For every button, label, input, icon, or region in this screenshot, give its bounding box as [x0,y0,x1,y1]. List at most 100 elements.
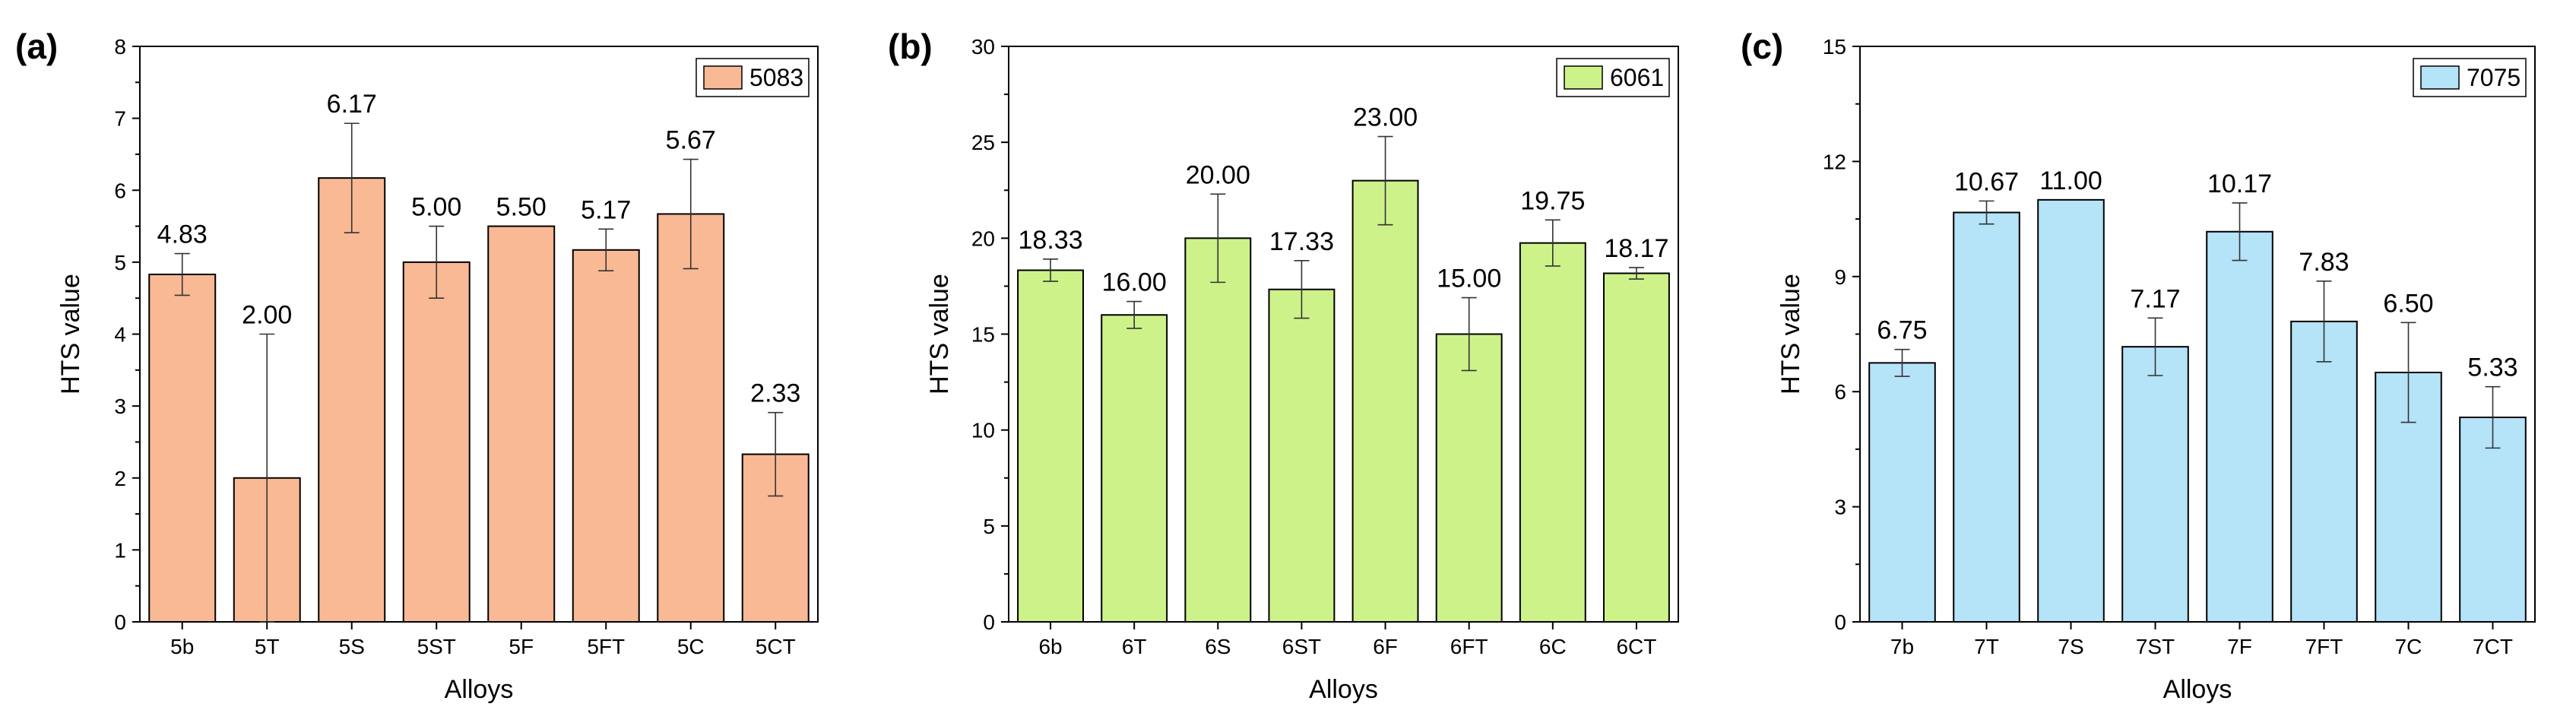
y-tick-label: 20 [971,227,995,250]
bar-5FT [572,249,640,623]
bar-5b [148,273,217,623]
x-tick-label: 7ST [2136,635,2175,658]
value-label: 16.00 [1102,268,1167,297]
bar-6T [1101,314,1168,623]
y-tick-label: 30 [971,35,995,59]
value-label: 5.67 [666,126,716,155]
value-label: 5.50 [496,193,547,222]
value-label: 11.00 [2039,166,2102,195]
x-tick-label: 5T [255,635,280,658]
y-tick-label: 15 [1823,35,1846,59]
value-label: 2.00 [242,301,292,330]
value-label: 6.75 [1877,316,1927,345]
y-tick-label: 6 [1834,380,1846,404]
y-tick-label: 7 [114,107,126,131]
y-tick-label: 2 [114,467,126,490]
value-label: 7.83 [2299,248,2349,277]
y-tick-label: 0 [983,610,995,634]
x-tick-label: 5CT [756,635,796,658]
y-tick-label: 1 [114,538,126,562]
chart-panel-3: (c) 0 3 6 9 12 15 HTS value Alloys 6.75 7b 10.67 7T 1… [1741,27,2536,704]
x-tick-label: 6T [1122,635,1147,658]
value-label: 17.33 [1269,227,1334,256]
x-tick-label: 5ST [417,635,456,658]
value-label: 20.00 [1186,160,1250,189]
y-tick-label: 10 [971,419,995,442]
value-label: 10.17 [2207,170,2272,198]
bar-7FT [2290,320,2358,623]
bar-5ST [402,261,471,623]
legend-swatch [1564,65,1603,90]
bar-6C [1519,242,1586,623]
x-tick-label: 7F [2227,635,2252,658]
y-tick-label: 12 [1823,150,1846,173]
x-axis-title: Alloys [2163,675,2232,704]
value-label: 6.50 [2383,289,2433,318]
y-tick-label: 4 [114,323,126,347]
value-label: 7.17 [2130,284,2180,313]
bar-7F [2206,230,2273,623]
bar-7T [1953,211,2020,623]
x-tick-label: 6C [1539,635,1567,658]
x-tick-label: 5FT [587,635,625,658]
bar-6ST [1268,288,1336,623]
y-axis-title: HTS value [925,274,954,395]
bar-6b [1017,269,1085,623]
y-tick-label: 0 [1834,610,1846,634]
panel-label: (c) [1741,27,1783,66]
x-tick-label: 6S [1205,635,1231,658]
x-tick-label: 6CT [1616,635,1656,658]
x-axis-title: Alloys [1309,675,1378,704]
value-label: 5.33 [2467,353,2517,382]
y-tick-label: 3 [1834,496,1846,519]
x-tick-label: 6b [1038,635,1062,658]
x-tick-label: 7C [2395,635,2422,658]
x-tick-label: 7T [1974,635,1999,658]
value-label: 15.00 [1437,265,1501,293]
bar-5S [318,177,386,623]
bar-5C [657,213,725,623]
legend-label: 7075 [2467,64,2521,91]
y-axis-title: HTS value [56,274,85,395]
x-tick-label: 6F [1373,635,1398,658]
legend-swatch [703,65,743,90]
chart-panel-1: (a) 0 1 2 3 4 5 6 7 8 HTS value Alloys 4.83 5b 2.00 5T 6… [15,27,819,704]
value-label: 5.00 [411,193,461,222]
x-axis-title: Alloys [445,675,514,704]
x-tick-label: 7FT [2305,635,2343,658]
y-tick-label: 15 [971,323,995,347]
y-tick-label: 5 [114,251,126,274]
x-tick-label: 7b [1890,635,1914,658]
value-label: 23.00 [1353,103,1418,132]
legend-label: 6061 [1610,64,1664,91]
legend-label: 5083 [749,64,803,91]
bar-6FT [1435,333,1503,623]
x-tick-label: 7S [2058,635,2083,658]
bar-6CT [1602,272,1670,623]
value-label: 18.33 [1019,226,1083,255]
y-tick-label: 6 [114,179,126,202]
bar-6F [1351,179,1419,623]
y-tick-label: 8 [114,35,126,59]
y-tick-label: 3 [114,395,126,418]
x-tick-label: 5C [677,635,705,658]
value-label: 2.33 [750,379,800,408]
y-tick-label: 5 [983,515,995,538]
x-tick-label: 5b [170,635,194,658]
x-tick-label: 7CT [2473,635,2513,658]
y-tick-label: 0 [114,610,126,634]
value-label: 18.17 [1604,234,1668,263]
x-tick-label: 6ST [1282,635,1321,658]
y-tick-label: 25 [971,131,995,154]
chart-panel-2: (b) 0 5 10 15 20 25 30 HTS value Alloys 18.33 6b 16.… [888,27,1679,704]
y-tick-label: 9 [1834,265,1846,289]
x-tick-label: 5S [339,635,365,658]
value-label: 5.17 [581,195,631,224]
bar-6S [1184,237,1252,623]
bar-7S [2037,198,2105,623]
x-tick-label: 5F [509,635,534,658]
legend-swatch [2420,65,2460,90]
bar-7b [1868,362,1936,623]
bar-7ST [2121,346,2189,623]
